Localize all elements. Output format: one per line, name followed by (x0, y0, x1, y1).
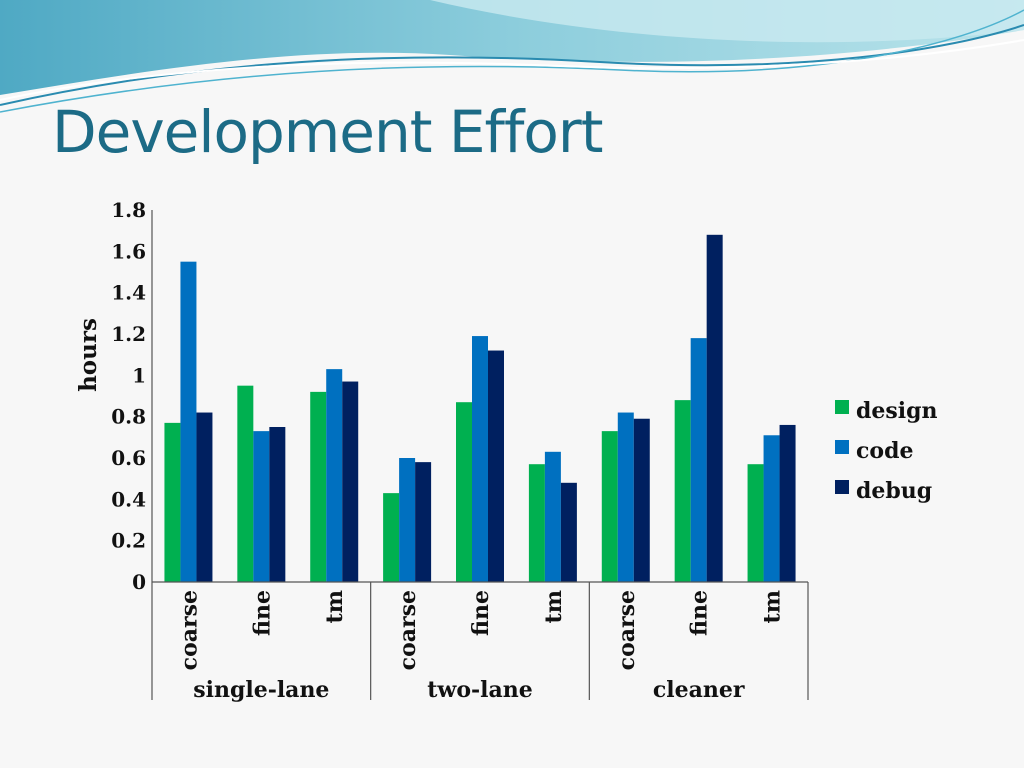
bar-debug (342, 381, 359, 582)
y-tick-labels: 0 0.2 0.4 0.6 0.8 1 1.2 1.4 1.6 1.8 (111, 198, 146, 594)
y-tick-label: 1 (132, 363, 146, 387)
bar-code (617, 412, 634, 582)
y-tick-label: 0.2 (111, 529, 146, 553)
bar-code (326, 369, 343, 582)
bar-design (237, 385, 254, 582)
x-category-label: coarse (395, 590, 421, 670)
bar-debug (488, 350, 504, 582)
legend-swatch-code (835, 440, 849, 454)
x-group-label: single-lane (193, 677, 329, 703)
bar-design (383, 493, 400, 582)
legend-label: code (856, 438, 913, 464)
bar-code (690, 338, 707, 582)
y-tick-label: 0.6 (111, 446, 146, 470)
bar-debug (633, 418, 650, 582)
x-group-label: cleaner (653, 677, 745, 703)
x-category-label: coarse (176, 590, 202, 670)
legend: design code debug (835, 398, 938, 504)
y-tick-label: 1.8 (111, 198, 146, 222)
y-tick-label: 1.2 (111, 322, 146, 346)
x-category-label: fine (687, 590, 713, 636)
bar-code (763, 435, 780, 582)
bar-debug (560, 482, 577, 582)
bar-code (180, 261, 197, 582)
y-tick-label: 0 (132, 570, 146, 594)
x-category-label: coarse (614, 590, 640, 670)
bar-design (674, 400, 691, 582)
group-labels: single-lane two-lane cleaner (193, 677, 745, 703)
x-category-label: tm (541, 590, 567, 623)
y-tick-label: 0.8 (111, 405, 146, 429)
legend-label: design (856, 398, 938, 424)
bars (164, 234, 796, 583)
bar-debug (196, 412, 213, 582)
bar-code (544, 451, 561, 582)
bar-code (399, 458, 416, 582)
legend-swatch-debug (835, 480, 849, 494)
bar-design (310, 391, 327, 582)
bar-debug (269, 427, 286, 582)
header-wave-decoration (0, 0, 1024, 113)
bar-debug (415, 462, 432, 582)
bar-design (747, 464, 764, 582)
x-group-label: two-lane (427, 677, 533, 703)
bar-design (456, 402, 472, 582)
bar-debug (706, 234, 723, 583)
slide-title: Development Effort (52, 98, 603, 166)
y-tick-label: 1.4 (111, 281, 146, 305)
x-category-label: tm (322, 590, 348, 623)
legend-swatch-design (835, 400, 849, 414)
legend-label: debug (856, 478, 932, 504)
bar-design (601, 431, 618, 582)
bar-design (164, 422, 181, 582)
y-tick-label: 1.6 (111, 239, 146, 263)
y-axis-label: hours (75, 318, 102, 392)
axes (151, 210, 809, 700)
category-labels: coarse fine tm coarse fine tm coarse fine tm (176, 590, 785, 670)
bar-design (528, 464, 545, 582)
bar-code (472, 336, 488, 582)
bar-debug (779, 424, 796, 582)
y-tick-label: 0.4 (111, 487, 146, 511)
x-category-label: fine (249, 590, 275, 636)
x-category-label: tm (760, 590, 786, 623)
x-category-label: fine (468, 590, 494, 636)
bar-code (253, 431, 270, 582)
